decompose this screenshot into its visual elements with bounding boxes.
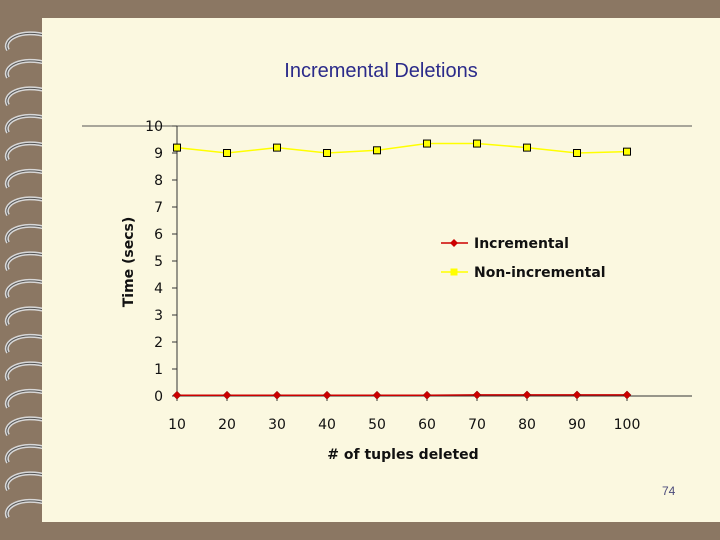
data-point — [172, 390, 182, 400]
x-tick-label: 80 — [518, 417, 536, 433]
data-point — [572, 390, 582, 400]
data-point — [573, 149, 581, 157]
slide-title: Incremental Deletions — [284, 60, 478, 82]
data-point — [223, 149, 231, 157]
data-point — [373, 146, 381, 155]
data-point — [323, 149, 331, 157]
y-tick-label: 1 — [154, 362, 163, 378]
data-point — [472, 390, 482, 400]
x-tick-label: 60 — [418, 417, 436, 433]
y-axis-label: Time (secs) — [121, 217, 137, 308]
y-tick-label: 0 — [154, 389, 163, 405]
x-tick-label: 10 — [168, 417, 186, 433]
page-number: 74 — [662, 484, 676, 498]
legend-label: Incremental — [474, 236, 569, 252]
y-tick-label: 6 — [154, 227, 163, 243]
data-point — [173, 143, 181, 152]
y-tick-label: 3 — [154, 308, 163, 324]
data-point — [622, 390, 632, 400]
x-tick-label: 70 — [468, 417, 486, 433]
data-point — [322, 390, 332, 400]
data-point — [423, 139, 431, 148]
y-tick-label: 10 — [145, 119, 163, 135]
x-tick-label: 40 — [318, 417, 336, 433]
legend-marker — [450, 239, 458, 247]
y-tick-label: 7 — [154, 200, 163, 216]
data-point — [372, 390, 382, 400]
legend: Incremental Non-incremental — [441, 236, 606, 281]
slide: Incremental Deletions 74 — [42, 18, 720, 522]
y-tick-label: 8 — [154, 173, 163, 189]
data-point — [523, 143, 531, 152]
data-point — [522, 390, 532, 400]
y-tick-label: 9 — [154, 146, 163, 162]
data-point — [623, 147, 631, 156]
x-tick-label: 50 — [368, 417, 386, 433]
data-point — [473, 139, 481, 148]
x-tick-label: 100 — [614, 417, 641, 433]
x-tick-label: 90 — [568, 417, 586, 433]
legend-marker — [450, 268, 458, 276]
data-point — [422, 390, 432, 400]
y-tick-label: 4 — [154, 281, 163, 297]
legend-label: Non-incremental — [474, 265, 606, 281]
x-tick-label: 30 — [268, 417, 286, 433]
data-point — [273, 143, 281, 152]
y-tick-label: 2 — [154, 335, 163, 351]
x-tick-label: 20 — [218, 417, 236, 433]
data-point — [222, 390, 232, 400]
x-axis-label: # of tuples deleted — [327, 447, 478, 463]
data-point — [272, 390, 282, 400]
series-line-non-incremental — [176, 142, 628, 154]
y-tick-label: 5 — [154, 254, 163, 270]
